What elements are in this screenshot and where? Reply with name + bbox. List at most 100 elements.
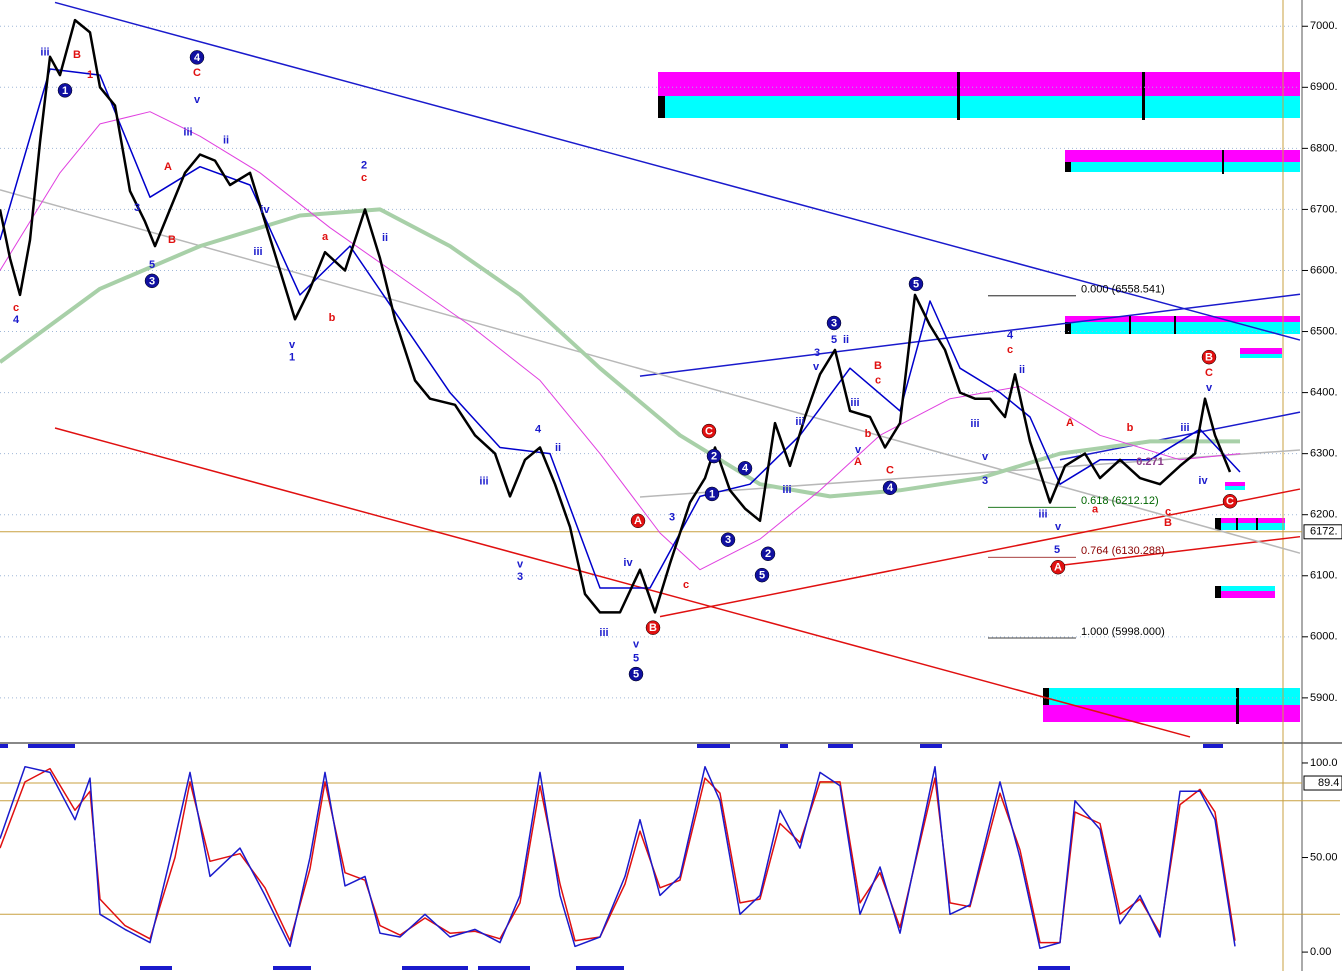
wave-circle (628, 666, 644, 682)
wave-label: C (1226, 496, 1234, 508)
wave-label: 3 (669, 512, 675, 524)
y-tick-label: 6300. (1310, 448, 1338, 460)
zone (1065, 322, 1300, 334)
wave-label: v (1206, 382, 1213, 394)
wave-label: b (865, 428, 872, 440)
wave-label: iv (1198, 475, 1208, 487)
signal-bar (576, 966, 624, 970)
wave-circle (701, 423, 717, 439)
series-line (0, 765, 1236, 950)
wave-label: 3 (149, 275, 155, 287)
zone (1215, 591, 1275, 598)
zone-marker (1043, 688, 1049, 705)
wave-label: c (683, 579, 689, 591)
zone (1215, 586, 1275, 591)
wave-label: C (705, 425, 713, 437)
wave-label: 3 (831, 317, 837, 329)
trend-line (54, 427, 1191, 738)
wave-label: 4 (535, 424, 542, 436)
wave-label: 4 (194, 52, 201, 64)
y-tick-label: 6700. (1310, 203, 1338, 215)
wave-label: c (875, 374, 881, 386)
y-tick-label: 6000. (1310, 631, 1338, 643)
signal-bar (1203, 744, 1223, 748)
wave-label: v (289, 339, 296, 351)
signal-bar (828, 744, 853, 748)
wave-circle (645, 620, 661, 635)
zone (1225, 486, 1245, 490)
wave-label: B (649, 622, 657, 634)
wave-label: B (1205, 352, 1213, 364)
wave-label: 4 (742, 463, 749, 475)
wave-circle (704, 486, 720, 502)
zone-marker (1142, 72, 1145, 120)
wave-label: 4 (13, 314, 20, 326)
marker-box (1303, 775, 1342, 791)
wave-circle (720, 532, 736, 547)
wave-label: v (194, 94, 201, 106)
y-tick-label: 6800. (1310, 142, 1338, 154)
wave-label: ii (223, 134, 229, 146)
wave-label: iii (479, 476, 488, 488)
wave-label: 5 (633, 668, 639, 680)
wave-label: c (1007, 344, 1013, 356)
marker-label: 89.4 (1318, 777, 1339, 789)
wave-circle (144, 273, 160, 289)
wave-label: iii (782, 484, 791, 496)
wave-label: iii (970, 418, 979, 430)
zone-marker (658, 96, 665, 118)
trend-line (639, 293, 1301, 377)
wave-label: c (361, 172, 367, 184)
zone-marker (1236, 518, 1238, 530)
wave-label: 5 (149, 259, 155, 271)
fib-label: 0.618 (6212.12) (1081, 495, 1159, 507)
wave-label: 3 (982, 475, 988, 487)
wave-label: A (164, 161, 172, 173)
wave-label: 5 (913, 278, 919, 290)
wave-circle (908, 276, 924, 292)
wave-label: a (322, 231, 329, 243)
zone-marker (1222, 150, 1224, 174)
wave-label: v (1055, 521, 1062, 533)
fib-label: 0.000 (6558.541) (1081, 284, 1165, 296)
wave-circle (630, 513, 646, 529)
zone (1043, 688, 1300, 705)
zone (1065, 316, 1300, 322)
wave-label: 1 (289, 352, 295, 364)
wave-label: 5 (633, 653, 639, 665)
wave-label: 3 (814, 347, 820, 359)
zones (658, 72, 1300, 724)
zone (1225, 482, 1245, 486)
price-box (1303, 524, 1342, 540)
wave-circle (882, 480, 898, 496)
wave-label: v (517, 559, 524, 571)
wave-label: iii (599, 627, 608, 639)
wave-circle (189, 50, 205, 65)
signal-bar (28, 744, 75, 748)
y-tick-label: 6900. (1310, 81, 1338, 93)
wave-label: 2 (361, 159, 367, 171)
zone (658, 72, 1300, 96)
y-tick-label: 100.0 (1310, 757, 1338, 769)
signal-bar (273, 966, 311, 970)
signal-bar (140, 966, 172, 970)
zone (1065, 150, 1300, 162)
zone (1240, 348, 1282, 354)
zone-marker (1129, 316, 1131, 334)
wave-circle (826, 315, 842, 331)
wave-label: A (1054, 562, 1062, 574)
wave-label: iii (795, 416, 804, 428)
zone (1215, 523, 1285, 530)
wave-circle (754, 567, 770, 583)
zone (1215, 518, 1285, 523)
wave-label: A (854, 456, 862, 468)
y-tick-label: 0.00 (1310, 946, 1331, 958)
signal-bar (697, 744, 730, 748)
wave-label: iii (850, 397, 859, 409)
wave-label: iv (260, 204, 270, 216)
series-line (0, 767, 1236, 944)
y-tick-label: 6500. (1310, 325, 1338, 337)
trend-line (659, 488, 1301, 618)
wave-label: iii (40, 46, 49, 58)
y-tick-label: 50.00 (1310, 851, 1338, 863)
